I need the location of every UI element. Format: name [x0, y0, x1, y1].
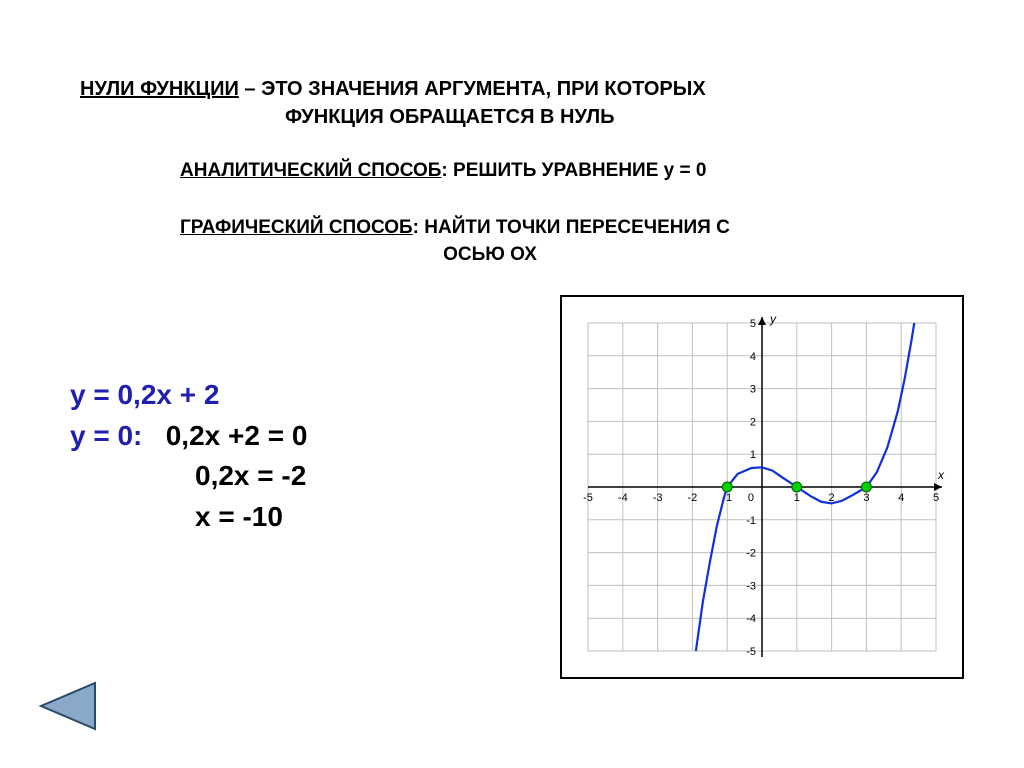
heading-rest2: ФУНКЦИЯ ОБРАЩАЕТСЯ В НУЛЬ: [80, 103, 950, 131]
svg-text:-3: -3: [653, 492, 663, 504]
eq-l2a: y = 0:: [70, 420, 142, 451]
svg-text:4: 4: [898, 492, 904, 504]
svg-text:-1: -1: [746, 515, 756, 527]
graphic-line: ГРАФИЧЕСКИЙ СПОСОБ: НАЙТИ ТОЧКИ ПЕРЕСЕЧЕ…: [180, 215, 900, 268]
svg-text:5: 5: [933, 492, 939, 504]
svg-text:x: x: [937, 468, 945, 482]
heading-sep: –: [239, 78, 261, 100]
graphic-text2: ОСЬЮ ОХ: [180, 242, 800, 269]
svg-text:2: 2: [750, 416, 756, 428]
svg-text:y: y: [769, 312, 777, 326]
analytic-text: : РЕШИТЬ УРАВНЕНИЕ у = 0: [441, 160, 706, 181]
svg-text:1: 1: [794, 492, 800, 504]
svg-text:3: 3: [863, 492, 869, 504]
heading-rest1: ЭТО ЗНАЧЕНИЯ АРГУМЕНТА, ПРИ КОТОРЫХ: [261, 78, 706, 100]
eq-line-3: 0,2x = -2: [70, 456, 307, 497]
graphic-label: ГРАФИЧЕСКИЙ СПОСОБ: [180, 217, 413, 238]
chart-svg: -5-4-3-2-112345-5-4-3-2-1123450xy: [562, 297, 962, 677]
eq-l2b: 0,2x +2 = 0: [142, 420, 307, 451]
svg-text:5: 5: [750, 318, 756, 330]
equations-block: y = 0,2x + 2 y = 0: 0,2x +2 = 0 0,2x = -…: [70, 375, 307, 537]
svg-text:-5: -5: [746, 646, 756, 658]
svg-text:4: 4: [750, 351, 756, 363]
svg-text:1: 1: [750, 449, 756, 461]
analytic-label: АНАЛИТИЧЕСКИЙ СПОСОБ: [180, 160, 441, 181]
svg-text:0: 0: [748, 492, 754, 504]
svg-text:-4: -4: [618, 492, 628, 504]
eq-line-4: x = -10: [70, 497, 307, 538]
svg-text:-3: -3: [746, 580, 756, 592]
eq-line-1: y = 0,2x + 2: [70, 375, 307, 416]
nav-back-button[interactable]: [35, 679, 99, 733]
svg-text:-2: -2: [746, 548, 756, 560]
svg-text:3: 3: [750, 384, 756, 396]
chevron-left-icon: [35, 679, 99, 733]
heading-term: НУЛИ ФУНКЦИИ: [80, 78, 239, 100]
svg-text:-2: -2: [688, 492, 698, 504]
svg-text:-5: -5: [583, 492, 593, 504]
chart: -5-4-3-2-112345-5-4-3-2-1123450xy: [560, 295, 964, 679]
heading: НУЛИ ФУНКЦИИ – ЭТО ЗНАЧЕНИЯ АРГУМЕНТА, П…: [80, 75, 950, 131]
svg-text:-4: -4: [746, 613, 756, 625]
graphic-text: : НАЙТИ ТОЧКИ ПЕРЕСЕЧЕНИЯ С: [413, 217, 730, 238]
eq-line-2: y = 0: 0,2x +2 = 0: [70, 416, 307, 457]
analytic-line: АНАЛИТИЧЕСКИЙ СПОСОБ: РЕШИТЬ УРАВНЕНИЕ у…: [180, 160, 900, 182]
